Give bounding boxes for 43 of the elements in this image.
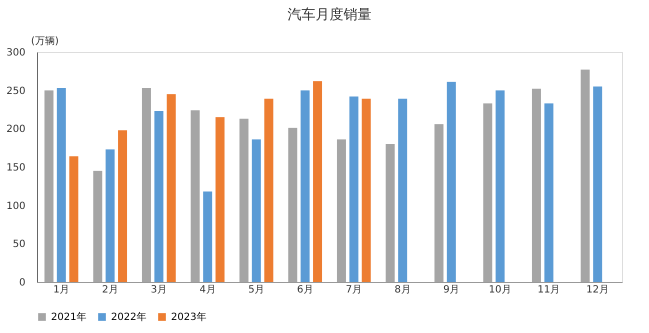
y-tick-label: 150 <box>6 162 26 174</box>
bar <box>203 192 212 282</box>
x-tick-label: 1月 <box>53 284 70 296</box>
x-tick-label: 7月 <box>346 284 362 296</box>
x-tick-label: 9月 <box>443 284 460 296</box>
y-tick-label: 300 <box>6 48 26 58</box>
x-tick-label: 4月 <box>199 284 216 296</box>
bar <box>166 94 176 282</box>
x-tick-label: 12月 <box>586 284 609 296</box>
bar <box>69 156 78 282</box>
bar <box>154 111 164 282</box>
bar <box>118 130 128 282</box>
bar <box>313 81 322 282</box>
x-tick-label: 2月 <box>102 284 118 296</box>
bar <box>56 88 66 282</box>
bar <box>300 90 310 282</box>
bar <box>544 103 554 282</box>
bar <box>446 82 456 282</box>
y-tick-label: 0 <box>19 278 26 288</box>
legend-label: 2022年 <box>111 311 146 323</box>
x-tick-label: 5月 <box>248 284 265 296</box>
bar <box>349 96 358 282</box>
chart-title: 汽车月度销量 <box>288 7 372 23</box>
y-tick-label: 200 <box>6 124 26 136</box>
x-tick-label: 8月 <box>394 284 411 296</box>
bar <box>252 139 261 282</box>
legend-label: 2023年 <box>171 311 206 323</box>
y-tick-label: 50 <box>12 239 26 250</box>
bar <box>398 98 408 282</box>
bar <box>496 90 505 282</box>
y-tick-label: 100 <box>6 200 26 212</box>
x-tick-label: 6月 <box>296 284 314 296</box>
bar <box>216 117 225 282</box>
bar <box>593 86 602 282</box>
y-axis-title: (万辆) <box>31 35 59 47</box>
bar <box>264 98 274 282</box>
x-tick-label: 11月 <box>538 284 560 296</box>
x-tick-label: 10月 <box>488 284 512 296</box>
legend-label: 2021年 <box>51 311 86 323</box>
x-tick-label: 3月 <box>150 284 168 296</box>
bar <box>106 149 115 282</box>
bar <box>362 98 371 282</box>
y-tick-label: 250 <box>6 86 26 97</box>
